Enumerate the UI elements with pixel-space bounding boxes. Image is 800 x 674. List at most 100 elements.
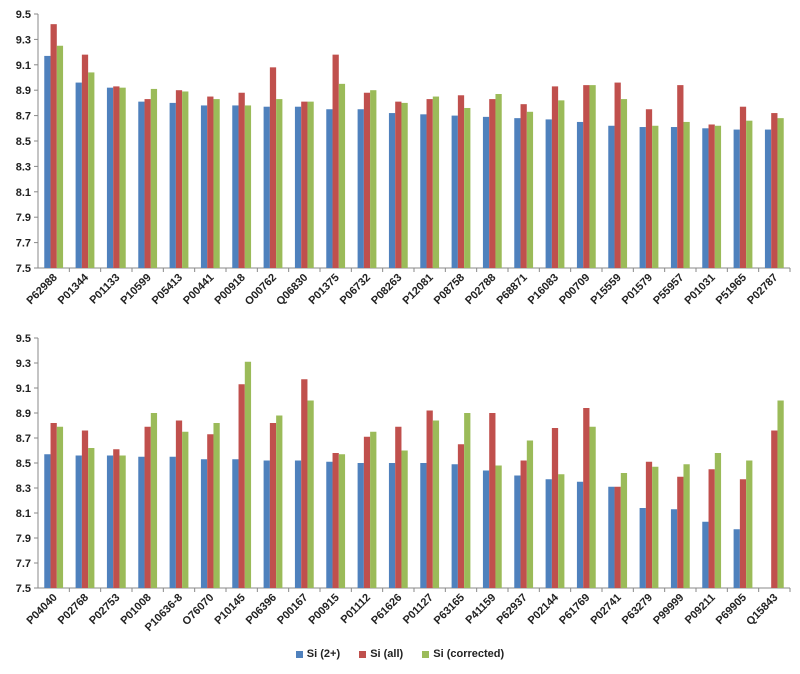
bar	[200, 105, 208, 268]
y-tick-label: 8.9	[16, 408, 31, 420]
bar	[269, 67, 277, 268]
bar	[106, 87, 114, 268]
legend-swatch	[295, 650, 303, 658]
bar	[119, 87, 126, 268]
bar	[457, 95, 465, 268]
bar	[670, 127, 678, 268]
bar	[514, 475, 521, 588]
bar	[777, 400, 784, 588]
bar	[395, 101, 402, 268]
x-tick-label: P62988	[24, 272, 59, 307]
bar	[88, 448, 95, 588]
y-tick-label: 8.3	[16, 483, 31, 495]
bar	[645, 461, 653, 588]
bar	[520, 460, 527, 588]
bar	[464, 107, 471, 268]
bar	[576, 121, 584, 268]
x-tick-label: P01579	[620, 272, 655, 307]
y-tick-label: 7.5	[16, 263, 31, 275]
x-tick-label: P69905	[714, 592, 749, 627]
bar	[457, 444, 465, 588]
x-tick-label: P63165	[432, 592, 467, 627]
bar	[771, 113, 778, 268]
bar	[432, 96, 440, 268]
x-tick-label: P02144	[526, 591, 562, 627]
bar	[677, 85, 684, 269]
bar	[150, 88, 158, 269]
y-tick-label: 7.9	[16, 533, 31, 545]
bar	[451, 464, 458, 588]
bar	[708, 469, 715, 588]
bar	[357, 109, 364, 268]
bar	[332, 54, 339, 268]
bar	[746, 460, 753, 588]
x-tick-label: P55957	[651, 272, 686, 307]
bar	[232, 459, 239, 588]
bar	[338, 454, 346, 588]
bar	[269, 423, 277, 588]
legend-label: Si (corrected)	[433, 648, 505, 661]
bar	[169, 456, 176, 588]
bar	[733, 529, 740, 588]
x-tick-label: P02788	[463, 272, 498, 307]
bar	[771, 430, 778, 588]
bar	[88, 72, 95, 268]
x-tick-label: P08758	[432, 272, 467, 307]
bar	[432, 420, 440, 588]
bar	[451, 115, 458, 268]
bar	[150, 413, 158, 588]
bar	[495, 94, 502, 268]
x-tick-label: P00915	[306, 592, 341, 627]
bar	[138, 456, 145, 588]
x-tick-label: P06396	[244, 592, 279, 627]
bar	[670, 509, 678, 588]
bar	[182, 431, 189, 588]
y-tick-label: 8.5	[16, 136, 31, 148]
bar	[583, 408, 590, 588]
bar	[207, 96, 214, 268]
x-tick-label: P02753	[87, 592, 122, 627]
x-tick-label: P02768	[56, 592, 91, 627]
bar	[44, 454, 51, 588]
legend-label: Si (all)	[370, 648, 404, 661]
x-tick-label: P99999	[651, 592, 686, 627]
x-tick-label: O76070	[180, 592, 216, 628]
x-tick-label: P61626	[369, 592, 404, 627]
x-tick-label: Q15843	[744, 592, 780, 628]
x-tick-label: P51965	[714, 272, 749, 307]
x-tick-label: P01375	[306, 272, 341, 307]
bar	[526, 440, 534, 588]
bar	[683, 464, 690, 588]
y-tick-label: 8.7	[16, 433, 31, 445]
bar	[232, 105, 239, 268]
y-tick-label: 7.7	[16, 558, 31, 570]
bar	[420, 463, 427, 588]
bar	[263, 460, 270, 588]
x-tick-label: P15559	[588, 272, 623, 307]
bar	[589, 85, 596, 269]
bar	[645, 109, 653, 268]
x-tick-label: P00709	[557, 272, 592, 307]
bar	[307, 101, 314, 268]
y-tick-label: 9.1	[16, 383, 31, 395]
bar	[589, 426, 596, 588]
bar	[683, 121, 690, 268]
bar	[526, 111, 534, 268]
bar	[119, 455, 126, 588]
bar	[363, 92, 371, 269]
bar	[733, 129, 740, 268]
bar	[652, 125, 659, 268]
bar	[739, 106, 747, 269]
bar	[50, 423, 57, 588]
bar	[44, 55, 51, 268]
bar	[207, 434, 214, 588]
bar	[489, 99, 496, 268]
bar	[263, 106, 270, 269]
bar	[338, 83, 346, 268]
bar	[370, 90, 377, 268]
bar	[520, 104, 527, 268]
bar	[169, 102, 176, 269]
bar	[482, 116, 490, 269]
bar	[301, 379, 308, 588]
x-tick-label: Q06830	[274, 272, 310, 308]
